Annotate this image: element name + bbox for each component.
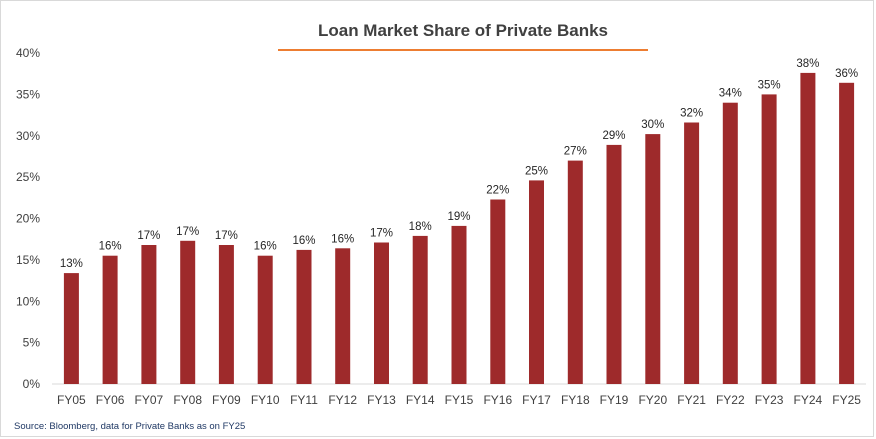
y-tick-label: 20% <box>16 212 40 226</box>
bar <box>63 273 79 384</box>
data-label: 32% <box>680 108 703 120</box>
bar <box>180 240 196 384</box>
bar <box>645 134 661 384</box>
source-note: Source: Bloomberg, data for Private Bank… <box>14 421 246 432</box>
bar <box>451 225 467 384</box>
bar <box>218 245 234 384</box>
bar <box>567 160 583 384</box>
bar <box>102 255 118 384</box>
data-label: 16% <box>292 235 315 247</box>
bar <box>257 255 273 384</box>
x-tick-label: FY21 <box>677 393 706 407</box>
data-label: 22% <box>486 185 509 197</box>
data-label: 17% <box>370 228 393 240</box>
x-tick-label: FY25 <box>832 393 861 407</box>
bar <box>761 94 777 385</box>
bar <box>606 144 622 384</box>
y-tick-label: 40% <box>16 46 40 60</box>
data-label: 38% <box>796 58 819 70</box>
y-tick-label: 25% <box>16 170 40 184</box>
data-label: 25% <box>525 165 548 177</box>
y-tick-label: 15% <box>16 253 40 267</box>
data-label: 19% <box>447 211 470 223</box>
data-label: 17% <box>137 230 160 242</box>
y-tick-label: 30% <box>16 129 40 143</box>
y-tick-label: 35% <box>16 87 40 101</box>
bar <box>335 248 351 384</box>
data-label: 35% <box>758 79 781 91</box>
bar <box>722 102 738 384</box>
data-label: 34% <box>719 88 742 100</box>
bar <box>684 122 700 384</box>
y-tick-label: 0% <box>23 377 41 391</box>
x-tick-label: FY15 <box>445 393 474 407</box>
x-tick-label: FY23 <box>755 393 784 407</box>
x-tick-label: FY14 <box>406 393 435 407</box>
y-tick-label: 5% <box>23 336 41 350</box>
x-tick-label: FY06 <box>96 393 125 407</box>
x-tick-label: FY08 <box>173 393 202 407</box>
x-axis: FY05 FY06 FY07 FY08 FY09 FY10 FY11 FY12 FY13 FY14… <box>57 393 861 407</box>
bars: 13% 16% 17% 17% 17% 16% 16% 16% 17% 18% 19% 22% 25% 2… <box>60 58 858 385</box>
bar <box>141 245 157 384</box>
x-tick-label: FY19 <box>600 393 629 407</box>
data-label: 17% <box>176 226 199 238</box>
bar <box>412 235 428 384</box>
x-tick-label: FY07 <box>135 393 164 407</box>
x-tick-label: FY24 <box>794 393 823 407</box>
x-tick-label: FY16 <box>483 393 512 407</box>
x-tick-label: FY11 <box>290 393 318 407</box>
x-tick-label: FY05 <box>57 393 86 407</box>
data-label: 29% <box>602 130 625 142</box>
data-label: 16% <box>331 233 354 245</box>
x-tick-label: FY10 <box>251 393 280 407</box>
y-tick-label: 10% <box>16 294 40 308</box>
bar <box>529 180 544 384</box>
x-tick-label: FY12 <box>328 393 357 407</box>
x-tick-label: FY09 <box>212 393 241 407</box>
data-label: 27% <box>564 146 587 158</box>
x-tick-label: FY17 <box>522 393 551 407</box>
data-label: 16% <box>99 241 122 253</box>
data-label: 36% <box>835 68 858 80</box>
bar <box>374 242 389 384</box>
chart-title: Loan Market Share of Private Banks <box>318 21 608 40</box>
bar <box>800 72 816 385</box>
data-label: 17% <box>215 230 238 242</box>
data-label: 16% <box>254 241 277 253</box>
x-tick-label: FY13 <box>367 393 396 407</box>
y-axis: 0% 5% 10% 15% 20% 25% 30% 35% 40% <box>16 46 40 391</box>
data-label: 13% <box>60 258 83 270</box>
data-label: 30% <box>641 119 664 131</box>
bar <box>839 82 855 385</box>
x-tick-label: FY18 <box>561 393 590 407</box>
bar <box>296 249 312 384</box>
data-label: 18% <box>409 221 432 233</box>
x-tick-label: FY22 <box>716 393 745 407</box>
bar <box>490 199 506 384</box>
x-tick-label: FY20 <box>638 393 667 407</box>
